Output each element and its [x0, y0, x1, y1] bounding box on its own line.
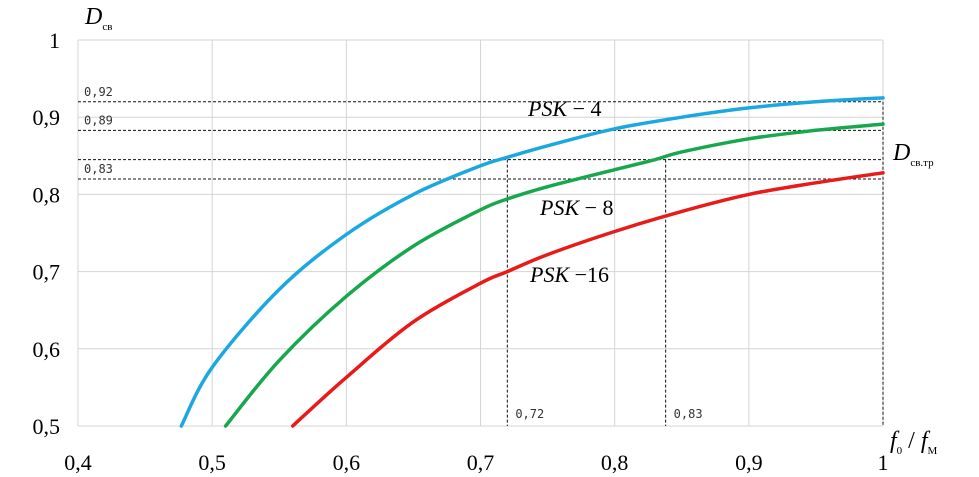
y-tick-label: 0,6: [33, 337, 61, 362]
series-line: [179, 96, 885, 428]
x-tick-label: 0,5: [198, 450, 226, 475]
horizontal-reference-label: 0,89: [84, 113, 113, 127]
x-axis-title-num: f: [890, 428, 900, 454]
required-level-label-sub: св.тр: [910, 157, 934, 169]
series-label-main: PSK: [539, 195, 580, 220]
x-axis-title-den: f: [921, 428, 931, 454]
x-tick-label: 0,6: [333, 450, 361, 475]
reference-lines: 0,92 0,89 0,83 0,72 0,83: [78, 85, 884, 426]
x-tick-label: 0,4: [64, 450, 92, 475]
x-tick-label: 0,9: [735, 450, 763, 475]
x-axis-title-num-sub: 0: [897, 445, 903, 457]
required-level-label-main: D: [892, 140, 910, 166]
series-label: PSK − 4: [527, 96, 602, 121]
series-label-main: PSK: [529, 262, 570, 287]
y-tick-label: 1: [49, 28, 60, 53]
required-level-label: Dсв.тр: [892, 140, 934, 169]
vertical-reference-label: 0,72: [515, 407, 544, 421]
vertical-reference-label: 0,83: [674, 407, 703, 421]
y-tick-label: 0,9: [33, 105, 61, 130]
series-line: [223, 122, 885, 428]
tick-labels: 0,4 0,5 0,6 0,7 0,8 0,9 10,50,60,70,80,91: [33, 28, 889, 475]
x-axis-title-sep: /: [902, 428, 921, 454]
series-label-num: − 8: [579, 195, 613, 220]
horizontal-reference-label: 0,92: [84, 85, 113, 99]
horizontal-reference-label: 0,83: [84, 162, 113, 176]
y-axis-title-sub: св: [102, 21, 112, 33]
x-tick-label: 1: [878, 450, 889, 475]
x-axis-title: f0 / fM: [890, 428, 938, 457]
y-tick-label: 0,5: [33, 414, 61, 439]
y-axis-title-main: D: [84, 4, 102, 30]
series-label-main: PSK: [527, 96, 568, 121]
series-curves: [179, 96, 885, 428]
series-label: PSK −16: [529, 262, 609, 287]
x-tick-label: 0,8: [601, 450, 629, 475]
grid: [77, 39, 884, 427]
y-tick-label: 0,7: [33, 260, 61, 285]
series-label-num: −16: [569, 262, 609, 287]
y-tick-label: 0,8: [33, 182, 61, 207]
x-tick-label: 0,7: [467, 450, 495, 475]
y-axis-title: Dсв: [84, 4, 112, 33]
series-label-num: − 4: [567, 96, 601, 121]
x-axis-title-den-sub: M: [928, 445, 938, 457]
series-label: PSK − 8: [539, 195, 614, 220]
series-line: [290, 171, 885, 428]
